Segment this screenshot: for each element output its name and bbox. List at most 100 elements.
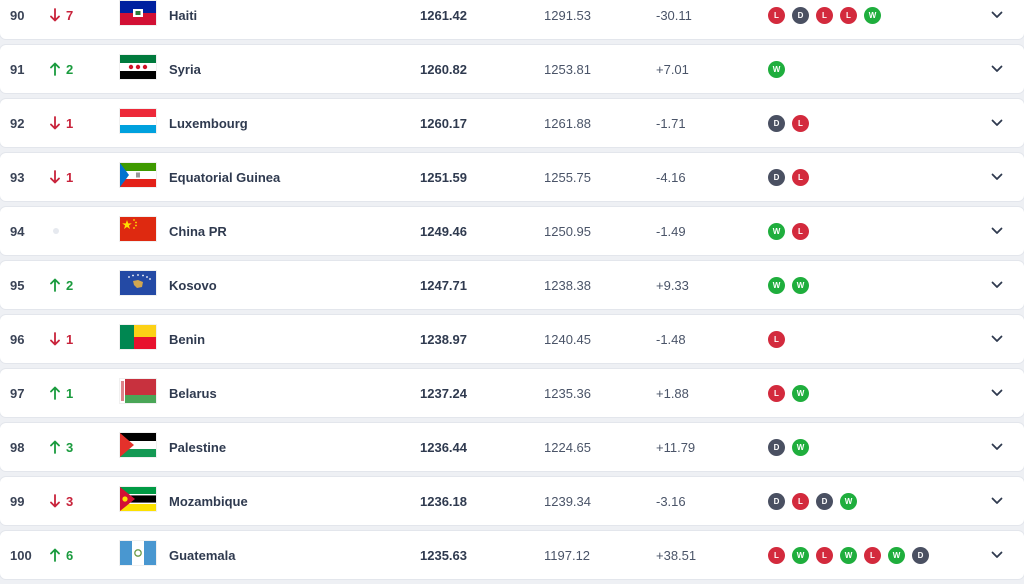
chevron-down-icon[interactable] [988, 0, 1006, 39]
chevron-down-icon[interactable] [988, 261, 1006, 309]
chevron-down-icon[interactable] [988, 369, 1006, 417]
team-name[interactable]: Mozambique [169, 493, 248, 509]
total-points: 1249.46 [420, 223, 467, 239]
rank-number: 98 [10, 439, 25, 455]
draw-badge: D [912, 546, 929, 564]
mozambique-flag [120, 487, 156, 511]
points-difference: -3.16 [656, 493, 686, 509]
win-badge: W [768, 60, 785, 78]
loss-badge: L [768, 384, 785, 402]
total-points: 1247.71 [420, 277, 467, 293]
team-name[interactable]: Equatorial Guinea [169, 169, 281, 185]
team-name[interactable]: Belarus [169, 385, 217, 401]
rank-number: 91 [10, 61, 25, 77]
points-difference: +7.01 [656, 61, 689, 77]
loss-badge: L [792, 492, 809, 510]
team-name[interactable]: Kosovo [169, 277, 217, 293]
table-row[interactable]: 93 1 Equatorial Guinea 1251.59 1255.75 -4.16 D… [0, 153, 1024, 201]
rank-change-value: 3 [66, 439, 74, 455]
table-row[interactable]: 96 1 Benin 1238.97 1240.45 -1.48 L [0, 315, 1024, 363]
table-row[interactable]: 97 1 Belarus 1237.24 1235.36 +1.88 L W [0, 369, 1024, 417]
table-row[interactable]: 98 3 Palestine 1236.44 1224.65 +11.79 D W [0, 423, 1024, 471]
total-points: 1260.82 [420, 61, 467, 77]
haiti-flag [120, 1, 156, 25]
previous-points: 1197.12 [544, 547, 591, 563]
loss-badge: L [768, 330, 785, 348]
rank-number: 90 [10, 7, 25, 23]
rank-change: 1 [50, 315, 100, 363]
rank-change-value: 1 [66, 115, 74, 131]
win-badge: W [840, 546, 857, 564]
rank-change [50, 207, 100, 255]
win-badge: W [792, 276, 809, 294]
points-difference: -1.48 [656, 331, 686, 347]
team-name[interactable]: Luxembourg [169, 115, 248, 131]
total-points: 1238.97 [420, 331, 467, 347]
table-row[interactable]: 100 6 Guatemala 1235.63 1197.12 +38.51 L W L W L W D [0, 531, 1024, 579]
team-name[interactable]: China PR [169, 223, 227, 239]
table-row[interactable]: 94 China PR 1249.46 1250.95 -1.49 W L [0, 207, 1024, 255]
rank-number: 100 [10, 547, 32, 563]
table-row[interactable]: 90 7 Haiti 1261.42 1291.53 -30.11 L D L L W [0, 0, 1024, 39]
chevron-down-icon[interactable] [988, 99, 1006, 147]
chevron-down-icon[interactable] [988, 207, 1006, 255]
rank-change: 7 [50, 0, 100, 39]
arrow-down-icon [50, 8, 60, 22]
rank-change: 2 [50, 45, 100, 93]
syria-flag [120, 55, 156, 79]
table-row[interactable]: 91 2 Syria 1260.82 1253.81 +7.01 W [0, 45, 1024, 93]
previous-points: 1255.75 [544, 169, 591, 185]
previous-points: 1261.88 [544, 115, 591, 131]
dot-icon [53, 228, 59, 234]
benin-flag [120, 325, 156, 349]
previous-points: 1291.53 [544, 7, 591, 23]
table-row[interactable]: 99 3 Mozambique 1236.18 1239.34 -3.16 D L D W [0, 477, 1024, 525]
win-badge: W [792, 546, 809, 564]
chevron-down-icon[interactable] [988, 477, 1006, 525]
draw-badge: D [768, 492, 785, 510]
belarus-flag [120, 379, 156, 403]
points-difference: +1.88 [656, 385, 689, 401]
total-points: 1236.18 [420, 493, 467, 509]
previous-points: 1239.34 [544, 493, 591, 509]
previous-points: 1240.45 [544, 331, 591, 347]
team-name[interactable]: Benin [169, 331, 206, 347]
rank-change: 2 [50, 261, 100, 309]
points-difference: -1.49 [656, 223, 686, 239]
rank-number: 95 [10, 277, 25, 293]
arrow-up-icon [50, 62, 60, 76]
loss-badge: L [816, 546, 833, 564]
recent-form: L [768, 315, 968, 363]
table-row[interactable]: 92 1 Luxembourg 1260.17 1261.88 -1.71 D L [0, 99, 1024, 147]
draw-badge: D [792, 6, 809, 24]
team-name[interactable]: Guatemala [169, 547, 236, 563]
total-points: 1251.59 [420, 169, 467, 185]
rank-change: 1 [50, 153, 100, 201]
team-name[interactable]: Haiti [169, 7, 198, 23]
chevron-down-icon[interactable] [988, 45, 1006, 93]
points-difference: +9.33 [656, 277, 689, 293]
team-name[interactable]: Palestine [169, 439, 227, 455]
chevron-down-icon[interactable] [988, 531, 1006, 579]
chevron-down-icon[interactable] [988, 315, 1006, 363]
total-points: 1260.17 [420, 115, 467, 131]
table-row[interactable]: 95 2 Kosovo 1247.71 1238.38 +9.33 W W [0, 261, 1024, 309]
points-difference: -1.71 [656, 115, 686, 131]
draw-badge: D [768, 114, 785, 132]
loss-badge: L [792, 222, 809, 240]
previous-points: 1224.65 [544, 439, 591, 455]
loss-badge: L [864, 546, 881, 564]
chevron-down-icon[interactable] [988, 423, 1006, 471]
points-difference: -30.11 [656, 7, 692, 23]
previous-points: 1238.38 [544, 277, 591, 293]
team-name[interactable]: Syria [169, 61, 201, 77]
rank-change-value: 1 [66, 331, 74, 347]
chevron-down-icon[interactable] [988, 153, 1006, 201]
china-flag [120, 217, 156, 241]
